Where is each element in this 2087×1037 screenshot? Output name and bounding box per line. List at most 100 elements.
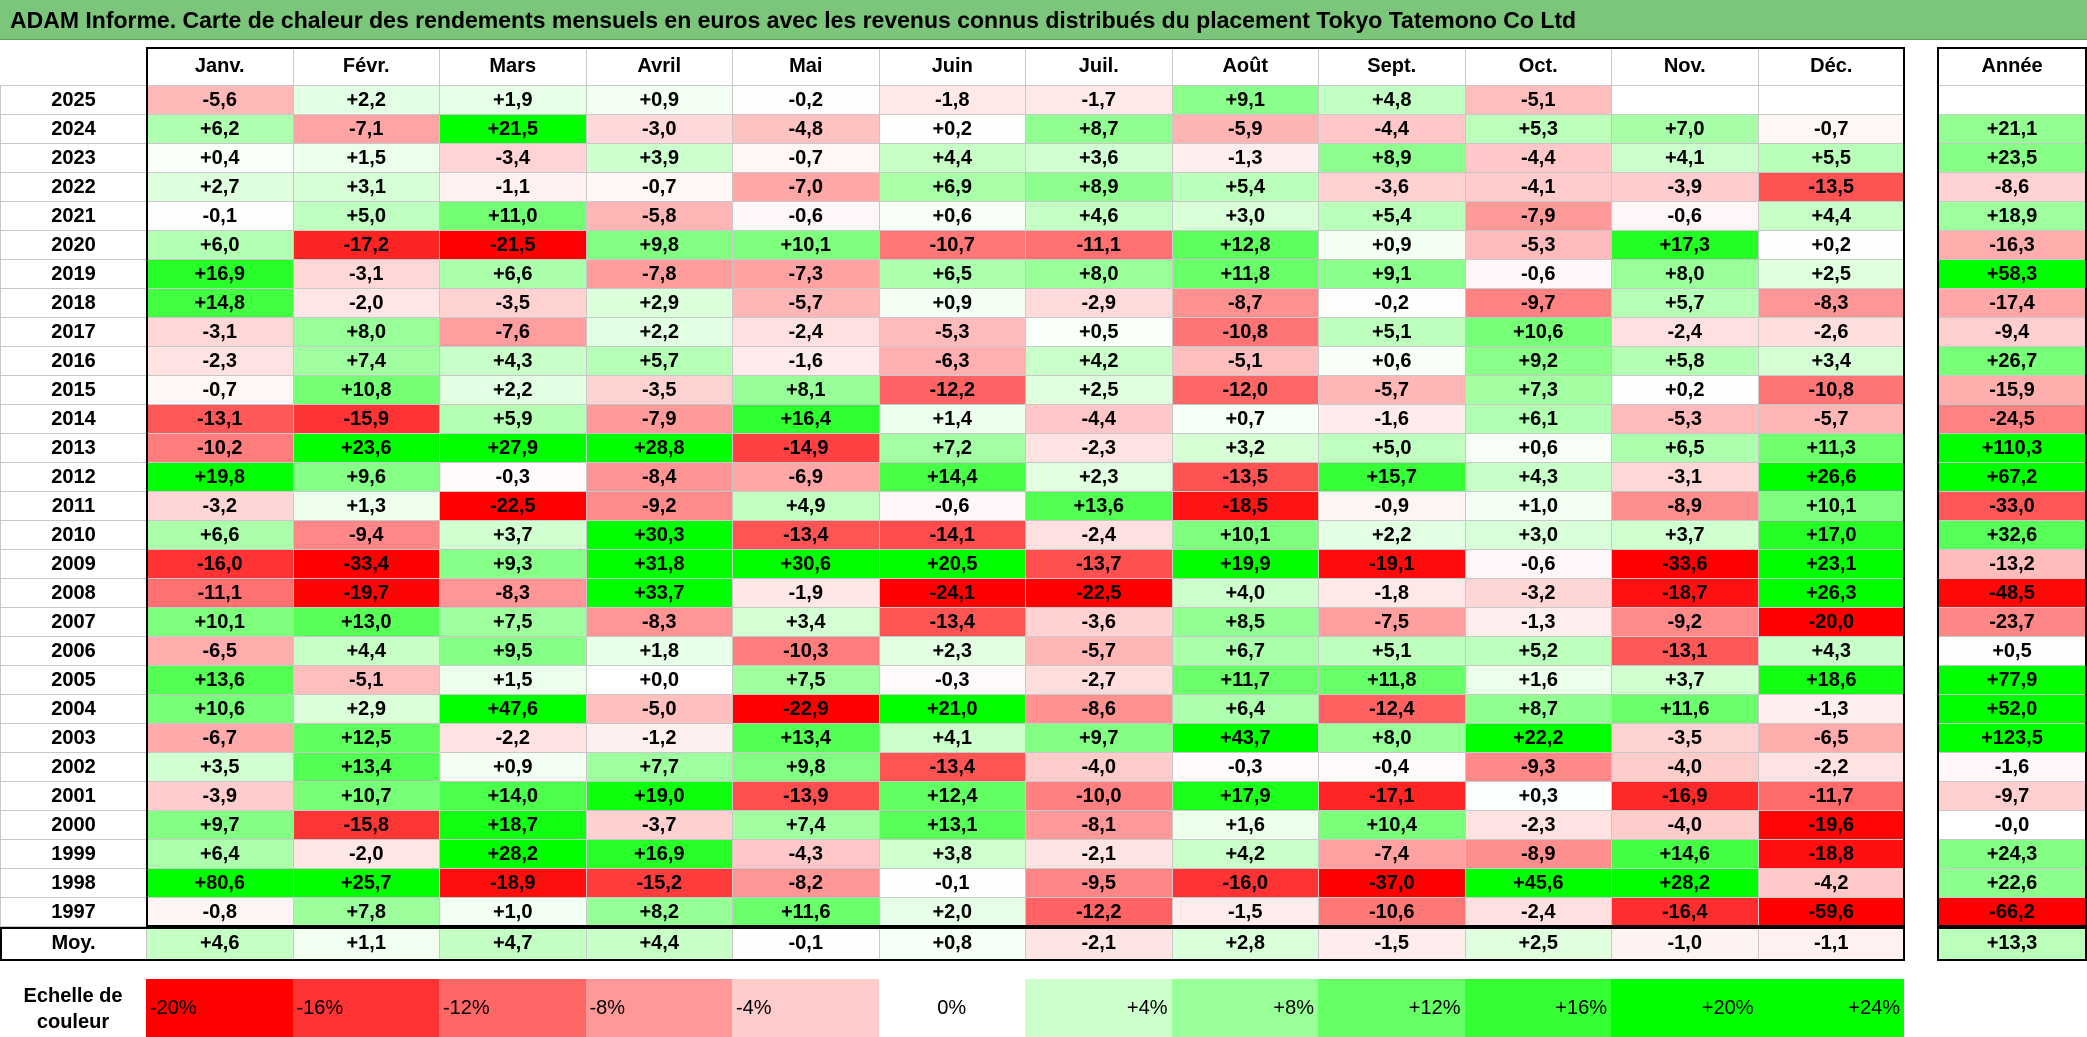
legend-step: -8%: [585, 979, 732, 1037]
heatmap-cell: -10,8: [1757, 375, 1905, 405]
heatmap-cell: -6,5: [146, 636, 294, 666]
heatmap-cell: -3,7: [585, 810, 733, 840]
heatmap-cell: -10,6: [1318, 897, 1466, 927]
heatmap-cell: +18,6: [1757, 665, 1905, 695]
heatmap-cell: +0,2: [878, 114, 1026, 144]
heatmap-cell: +1,5: [439, 665, 587, 695]
legend-step: +20%: [1611, 979, 1758, 1037]
annual-row: +24,3: [1937, 839, 2087, 869]
heatmap-cell: +6,2: [146, 114, 294, 144]
annual-row: +21,1: [1937, 114, 2087, 144]
heatmap-cell: +4,8: [1318, 85, 1466, 115]
heatmap-cell: +13,4: [292, 752, 440, 782]
table-row: 2004 +10,6 +2,9 +47,6 -5,0 -22,9 +21,0 -8,6 +6,4…: [0, 694, 1905, 724]
annual-row: +32,6: [1937, 520, 2087, 550]
heatmap-cell: -0,3: [878, 665, 1026, 695]
heatmap-cell: +0,9: [439, 752, 587, 782]
heatmap-cell: [1611, 85, 1759, 115]
annual-cell: -0,0: [1937, 810, 2087, 840]
table-row: 2022 +2,7 +3,1 -1,1 -0,7 -7,0 +6,9 +8,9 +5,4 -3,6…: [0, 172, 1905, 202]
heatmap-cell: -2,7: [1025, 665, 1173, 695]
heatmap-cell: +10,6: [146, 694, 294, 724]
heatmap-cell: +1,0: [439, 897, 587, 927]
annual-cell: -9,7: [1937, 781, 2087, 811]
heatmap-cell: +6,4: [1171, 694, 1319, 724]
heatmap-cell: +8,0: [1318, 723, 1466, 753]
heatmap-cell: +3,4: [1757, 346, 1905, 376]
heatmap-cell: +14,4: [878, 462, 1026, 492]
heatmap-cell: +6,5: [1611, 433, 1759, 463]
heatmap-cell: +12,8: [1171, 230, 1319, 260]
heatmap-cell: +6,0: [146, 230, 294, 260]
heatmap-cell: -5,3: [878, 317, 1026, 347]
heatmap-cell: +7,4: [292, 346, 440, 376]
heatmap-cell: -17,1: [1318, 781, 1466, 811]
heatmap-cell: -3,2: [146, 491, 294, 521]
annual-row: -66,2: [1937, 897, 2087, 927]
heatmap-cell: -12,0: [1171, 375, 1319, 405]
heatmap-cell: +3,8: [878, 839, 1026, 869]
heatmap-cell: +2,0: [878, 897, 1026, 927]
heatmap-cell: -3,5: [585, 375, 733, 405]
table-row: 2021 -0,1 +5,0 +11,0 -5,8 -0,6 +0,6 +4,6 +3,0 +5,…: [0, 201, 1905, 231]
heatmap-cell: +5,4: [1318, 201, 1466, 231]
heatmap-cell: +9,3: [439, 549, 587, 579]
year-label: 2005: [0, 665, 147, 695]
year-label: 2022: [0, 172, 147, 202]
heatmap-cell: [1757, 85, 1905, 115]
heatmap-cell: +3,9: [585, 143, 733, 173]
table-row: 2015 -0,7 +10,8 +2,2 -3,5 +8,1 -12,2 +2,5 -12,0-…: [0, 375, 1905, 405]
annual-row: +58,3: [1937, 259, 2087, 289]
heatmap-cell: -33,6: [1611, 549, 1759, 579]
annual-cell: +110,3: [1937, 433, 2087, 463]
heatmap-cell: +4,1: [1611, 143, 1759, 173]
heatmap-cell: -6,7: [146, 723, 294, 753]
heatmap-cell: +5,4: [1171, 172, 1319, 202]
heatmap-cell: -5,6: [146, 85, 294, 115]
annual-cell: -13,2: [1937, 549, 2087, 579]
heatmap-cell: +2,9: [585, 288, 733, 318]
heatmap-cell: -10,0: [1025, 781, 1173, 811]
heatmap-cell: +1,0: [1464, 491, 1612, 521]
heatmap-cell: +4,3: [1464, 462, 1612, 492]
heatmap-cell: +3,6: [1025, 143, 1173, 173]
legend-step: +4%: [1025, 979, 1172, 1037]
heatmap-cell: +3,1: [292, 172, 440, 202]
heatmap-cell: +4,3: [439, 346, 587, 376]
heatmap-cell: -5,1: [1171, 346, 1319, 376]
heatmap-cell: -33,4: [292, 549, 440, 579]
year-label: 1998: [0, 868, 147, 898]
legend-step: -16%: [292, 979, 439, 1037]
heatmap-cell: -3,0: [585, 114, 733, 144]
annual-cell: +67,2: [1937, 462, 2087, 492]
heatmap-cell: +11,6: [1611, 694, 1759, 724]
heatmap-cell: -0,6: [1611, 201, 1759, 231]
year-label: 2021: [0, 201, 147, 231]
heatmap-cell: +6,7: [1171, 636, 1319, 666]
heatmap-cell: +0,2: [1611, 375, 1759, 405]
table-row: 2013 -10,2 +23,6 +27,9 +28,8 -14,9 +7,2 -2,3 +3,…: [0, 433, 1905, 463]
heatmap-cell: +1,8: [585, 636, 733, 666]
heatmap-cell: +4,1: [878, 723, 1026, 753]
table-row: 2019 +16,9 -3,1 +6,6 -7,8 -7,3 +6,5 +8,0 +11,8 +9…: [0, 259, 1905, 289]
heatmap-cell: +19,0: [585, 781, 733, 811]
heatmap-cell: +5,2: [1464, 636, 1612, 666]
heatmap-cell: -22,9: [732, 694, 880, 724]
heatmap-cell: -5,7: [1025, 636, 1173, 666]
legend-step: -4%: [732, 979, 879, 1037]
heatmap-cell: +33,7: [585, 578, 733, 608]
average-annual-cell: +13,3: [1937, 926, 2087, 961]
year-label: 1997: [0, 897, 147, 927]
annual-row: -33,0: [1937, 491, 2087, 521]
table-row: 2016 -2,3 +7,4 +4,3 +5,7 -1,6 -6,3 +4,2 -5,1 +0,6…: [0, 346, 1905, 376]
annual-cell: +32,6: [1937, 520, 2087, 550]
heatmap-cell: +8,7: [1464, 694, 1612, 724]
annual-row: +67,2: [1937, 462, 2087, 492]
heatmap-cell: +6,9: [878, 172, 1026, 202]
table-row: 2011 -3,2 +1,3 -22,5 -9,2 +4,9 -0,6 +13,6 -18,5-…: [0, 491, 1905, 521]
annual-header-row: Année: [1937, 47, 2087, 86]
heatmap-cell: +11,8: [1318, 665, 1466, 695]
legend-step: +16%: [1464, 979, 1611, 1037]
heatmap-cell: -24,1: [878, 578, 1026, 608]
heatmap-cell: +11,8: [1171, 259, 1319, 289]
